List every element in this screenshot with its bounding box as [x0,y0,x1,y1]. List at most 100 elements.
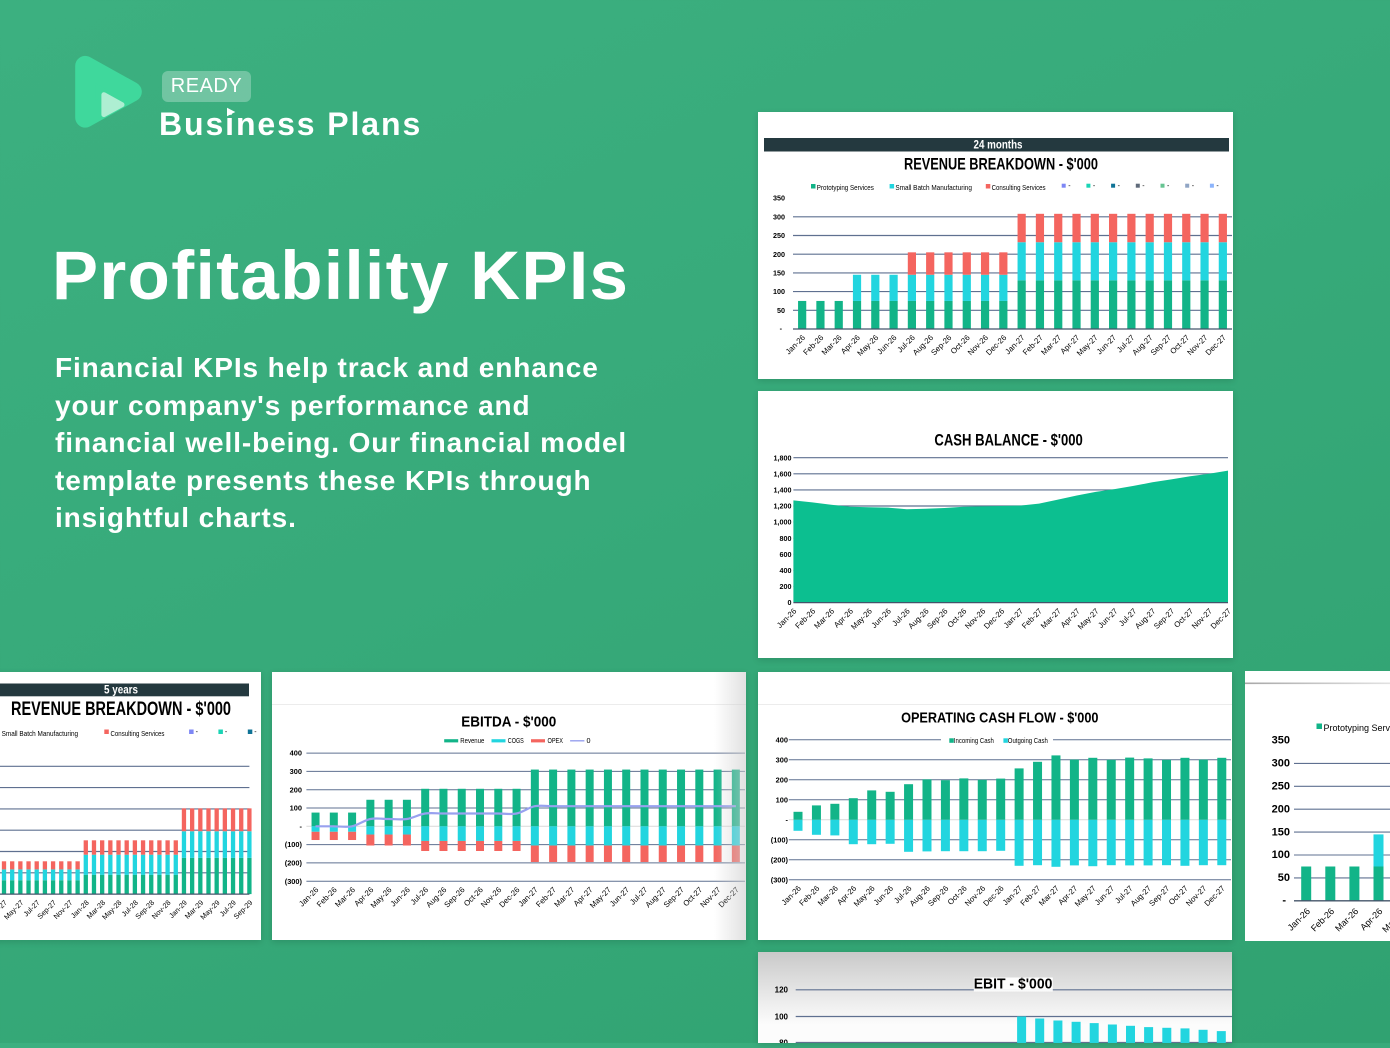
svg-text:(300): (300) [771,875,789,884]
svg-text:Sep-27: Sep-27 [1147,884,1171,908]
svg-text:80: 80 [779,1038,788,1043]
svg-text:Jun-27: Jun-27 [608,885,631,908]
svg-text:Jun-26: Jun-26 [870,607,893,630]
svg-text:REVENUE BREAKDOWN - $'000: REVENUE BREAKDOWN - $'000 [904,156,1098,174]
svg-text:-: - [1142,183,1145,190]
svg-text:400: 400 [780,566,792,575]
svg-text:Feb-26: Feb-26 [1309,906,1336,933]
svg-text:Mar-27: Mar-27 [1039,333,1063,357]
svg-text:350: 350 [1272,735,1290,747]
svg-text:800: 800 [780,534,792,543]
svg-text:Dec-26: Dec-26 [982,607,1006,631]
svg-text:50: 50 [777,306,785,315]
svg-text:1,800: 1,800 [774,453,792,462]
svg-text:Small Batch Manufacturing: Small Batch Manufacturing [2,729,79,738]
svg-text:5 years: 5 years [104,683,138,697]
svg-text:Dec-26: Dec-26 [984,333,1008,357]
svg-text:EBITDA - $'000: EBITDA - $'000 [461,715,556,731]
svg-text:Jan-26: Jan-26 [1286,906,1313,933]
svg-text:Mar-26: Mar-26 [816,884,840,908]
svg-text:Mar-26: Mar-26 [820,333,844,357]
svg-text:300: 300 [1272,758,1290,770]
svg-text:-: - [225,729,228,736]
svg-text:May-27: May-27 [1076,607,1101,632]
svg-text:-: - [196,729,199,736]
svg-text:200: 200 [773,250,785,259]
svg-text:May-26: May-26 [852,884,877,909]
svg-text:100: 100 [776,795,788,804]
svg-text:200: 200 [776,775,788,784]
svg-text:Nov-28: Nov-28 [150,898,173,921]
svg-text:Sep-26: Sep-26 [442,885,466,909]
svg-text:1,200: 1,200 [774,502,792,511]
svg-text:May-26: May-26 [849,607,874,632]
svg-text:OPEX: OPEX [548,736,564,745]
svg-text:Jun-26: Jun-26 [875,333,898,356]
svg-text:Prototyping Services: Prototyping Services [1324,723,1390,733]
svg-text:100: 100 [775,1012,789,1021]
svg-text:150: 150 [1272,826,1290,838]
svg-text:REVENUE BREAKDOWN - $'000: REVENUE BREAKDOWN - $'000 [11,699,231,720]
svg-text:Prototyping Services: Prototyping Services [817,183,874,192]
svg-text:300: 300 [290,767,302,776]
svg-text:-: - [780,324,783,333]
svg-text:Outgoing Cash: Outgoing Cash [1008,736,1048,745]
svg-text:Small Batch Manufacturing: Small Batch Manufacturing [895,183,972,192]
svg-text:400: 400 [290,749,302,758]
svg-text:300: 300 [776,755,788,764]
svg-text:(100): (100) [285,840,303,849]
svg-text:-: - [1093,183,1096,190]
svg-text:120: 120 [775,986,789,995]
svg-text:Dec-27: Dec-27 [1204,333,1228,357]
svg-text:24 months: 24 months [974,138,1023,152]
svg-text:Sep-29: Sep-29 [232,898,255,921]
svg-text:-: - [1282,895,1286,907]
svg-text:Jun-27: Jun-27 [1095,333,1118,356]
svg-text:Sep-27: Sep-27 [662,885,686,909]
svg-text:(300): (300) [285,877,303,886]
svg-text:CASH BALANCE - $'000: CASH BALANCE - $'000 [934,431,1082,450]
svg-text:100: 100 [773,287,785,296]
svg-text:0: 0 [587,736,591,745]
svg-text:Consulting Services: Consulting Services [992,183,1046,192]
svg-text:May-26: May-26 [1380,906,1390,934]
svg-text:200: 200 [780,582,792,591]
svg-text:600: 600 [780,550,792,559]
svg-text:Sep-27: Sep-27 [1152,607,1176,631]
svg-text:Dec-27: Dec-27 [1203,884,1227,908]
svg-text:May-27: May-27 [1073,884,1098,909]
svg-text:1,000: 1,000 [774,518,792,527]
svg-text:Jun-27: Jun-27 [1093,884,1116,907]
svg-text:(200): (200) [771,855,789,864]
svg-text:Dec-26: Dec-26 [497,885,521,909]
svg-text:Feb-26: Feb-26 [793,607,817,631]
svg-text:Mar-27: Mar-27 [1039,607,1063,631]
svg-text:Dec-26: Dec-26 [981,884,1005,908]
svg-text:100: 100 [1272,849,1290,861]
svg-text:50: 50 [1278,872,1290,884]
svg-text:Mar-26: Mar-26 [1333,906,1360,933]
svg-text:0: 0 [788,598,792,607]
svg-text:Sep-27: Sep-27 [1149,333,1173,357]
svg-text:Revenue: Revenue [460,736,484,745]
svg-text:-: - [1216,183,1219,190]
svg-text:100: 100 [290,804,302,813]
svg-text:300: 300 [773,212,785,221]
svg-text:250: 250 [1272,781,1290,793]
svg-text:-: - [1192,183,1195,190]
svg-text:250: 250 [773,231,785,240]
svg-text:Mar-26: Mar-26 [812,607,836,631]
svg-text:Sep-26: Sep-26 [929,333,953,357]
svg-text:Jun-26: Jun-26 [872,884,895,907]
svg-text:Dec-27: Dec-27 [1209,607,1233,631]
svg-text:Mar-27: Mar-27 [552,885,576,909]
svg-text:Mar-27: Mar-27 [1037,884,1061,908]
svg-text:-: - [1118,183,1121,190]
svg-text:Sep-26: Sep-26 [925,607,949,631]
svg-text:Jun-27: Jun-27 [1096,607,1119,630]
svg-text:400: 400 [776,735,788,744]
svg-text:Incoming Cash: Incoming Cash [954,736,994,745]
svg-text:Jun-26: Jun-26 [389,885,412,908]
svg-text:OPERATING CASH FLOW - $'000: OPERATING CASH FLOW - $'000 [901,709,1098,726]
svg-text:150: 150 [773,269,785,278]
